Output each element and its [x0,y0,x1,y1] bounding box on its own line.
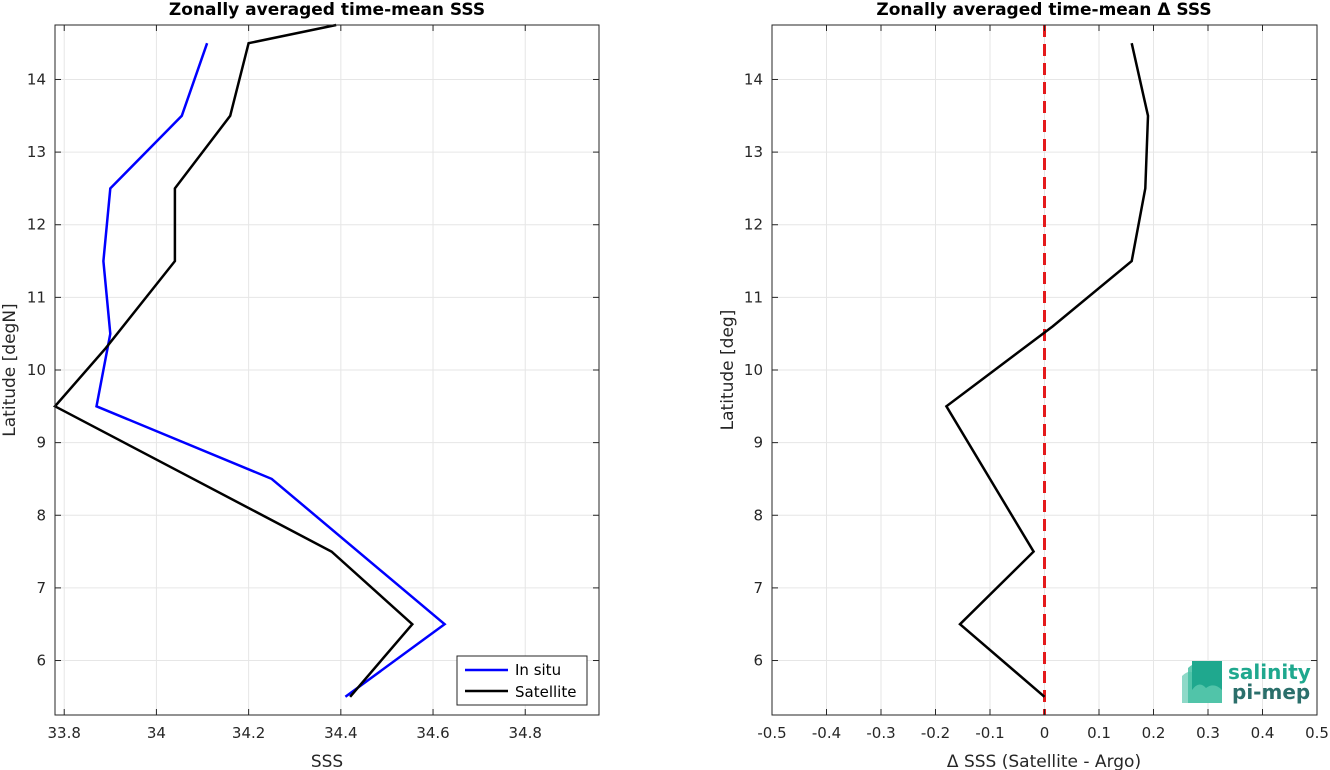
x-tick-label: 34.6 [416,724,449,742]
x-tick-label: 0.3 [1196,724,1220,742]
y-tick-label: 10 [744,361,763,379]
y-tick-label: 12 [744,216,763,234]
x-tick-label: 34 [147,724,166,742]
data-lines [944,25,1150,715]
y-tick-label: 11 [744,288,763,306]
series-line-0 [944,42,1150,698]
x-tick-label: -0.3 [866,724,895,742]
x-tick-label: 0.2 [1142,724,1166,742]
x-tick-label: -0.5 [757,724,786,742]
y-tick-label: 14 [27,70,46,88]
x-tick-label: -0.4 [812,724,841,742]
x-tick-label: 34.2 [232,724,265,742]
series-line-in-situ [95,42,447,698]
x-axis-label: SSS [311,752,343,770]
y-tick-label: 8 [753,506,763,524]
y-tick-label: 7 [36,579,46,597]
y-tick-label: 8 [36,506,46,524]
series-line-satellite [53,23,415,698]
x-tick-label: 34.4 [324,724,357,742]
y-tick-label: 10 [27,361,46,379]
x-tick-label: 33.8 [48,724,81,742]
x-tick-label: -0.2 [921,724,950,742]
axis-ticks: 33.8 34 34.2 34.4 34.6 34.8 6 7 8 9 10 11 12 13 14 [27,25,599,742]
sss-profile-axes: 33.8 34 34.2 34.4 34.6 34.8 6 7 8 9 10 11 12 13 14 Zon… [0,0,600,770]
y-tick-label: 11 [27,288,46,306]
x-tick-label: 34.8 [509,724,542,742]
grid-lines [55,25,599,715]
y-tick-label: 12 [27,216,46,234]
x-tick-label: 0.5 [1305,724,1329,742]
delta-sss-axes: -0.5 -0.4 -0.3 -0.2 -0.1 0 0.1 0.2 0.3 0.4 0.5 6 7 8 9… [718,0,1329,770]
logo-text-pi-mep: pi-mep [1232,680,1310,704]
y-tick-label: 13 [27,143,46,161]
legend: In situ Satellite [456,655,588,706]
x-tick-label: -0.1 [975,724,1004,742]
data-lines [53,23,447,698]
legend-label-satellite: Satellite [515,683,576,701]
chart-title: Zonally averaged time-mean Δ SSS [876,0,1211,20]
axis-ticks: -0.5 -0.4 -0.3 -0.2 -0.1 0 0.1 0.2 0.3 0.4 0.5 6 7 8 9… [744,25,1329,742]
legend-box [456,655,588,706]
y-tick-label: 6 [36,652,46,670]
legend-label-in-situ: In situ [515,661,561,679]
x-tick-label: 0 [1040,724,1050,742]
x-tick-label: 0.4 [1251,724,1275,742]
logo-wave-icon [1182,661,1222,703]
salinity-pi-mep-logo: salinity pi-mep [1182,660,1311,704]
y-tick-label: 6 [753,652,763,670]
y-tick-label: 14 [744,70,763,88]
chart-title: Zonally averaged time-mean SSS [169,0,485,20]
y-axis-label: Latitude [degN] [0,303,20,436]
x-axis-label: Δ SSS (Satellite - Argo) [947,752,1141,770]
y-tick-label: 7 [753,579,763,597]
y-axis-label: Latitude [deg] [718,310,738,431]
logo-text-salinity: salinity [1228,660,1311,684]
y-tick-label: 9 [753,434,763,452]
y-tick-label: 13 [744,143,763,161]
x-tick-label: 0.1 [1087,724,1111,742]
y-tick-label: 9 [36,434,46,452]
